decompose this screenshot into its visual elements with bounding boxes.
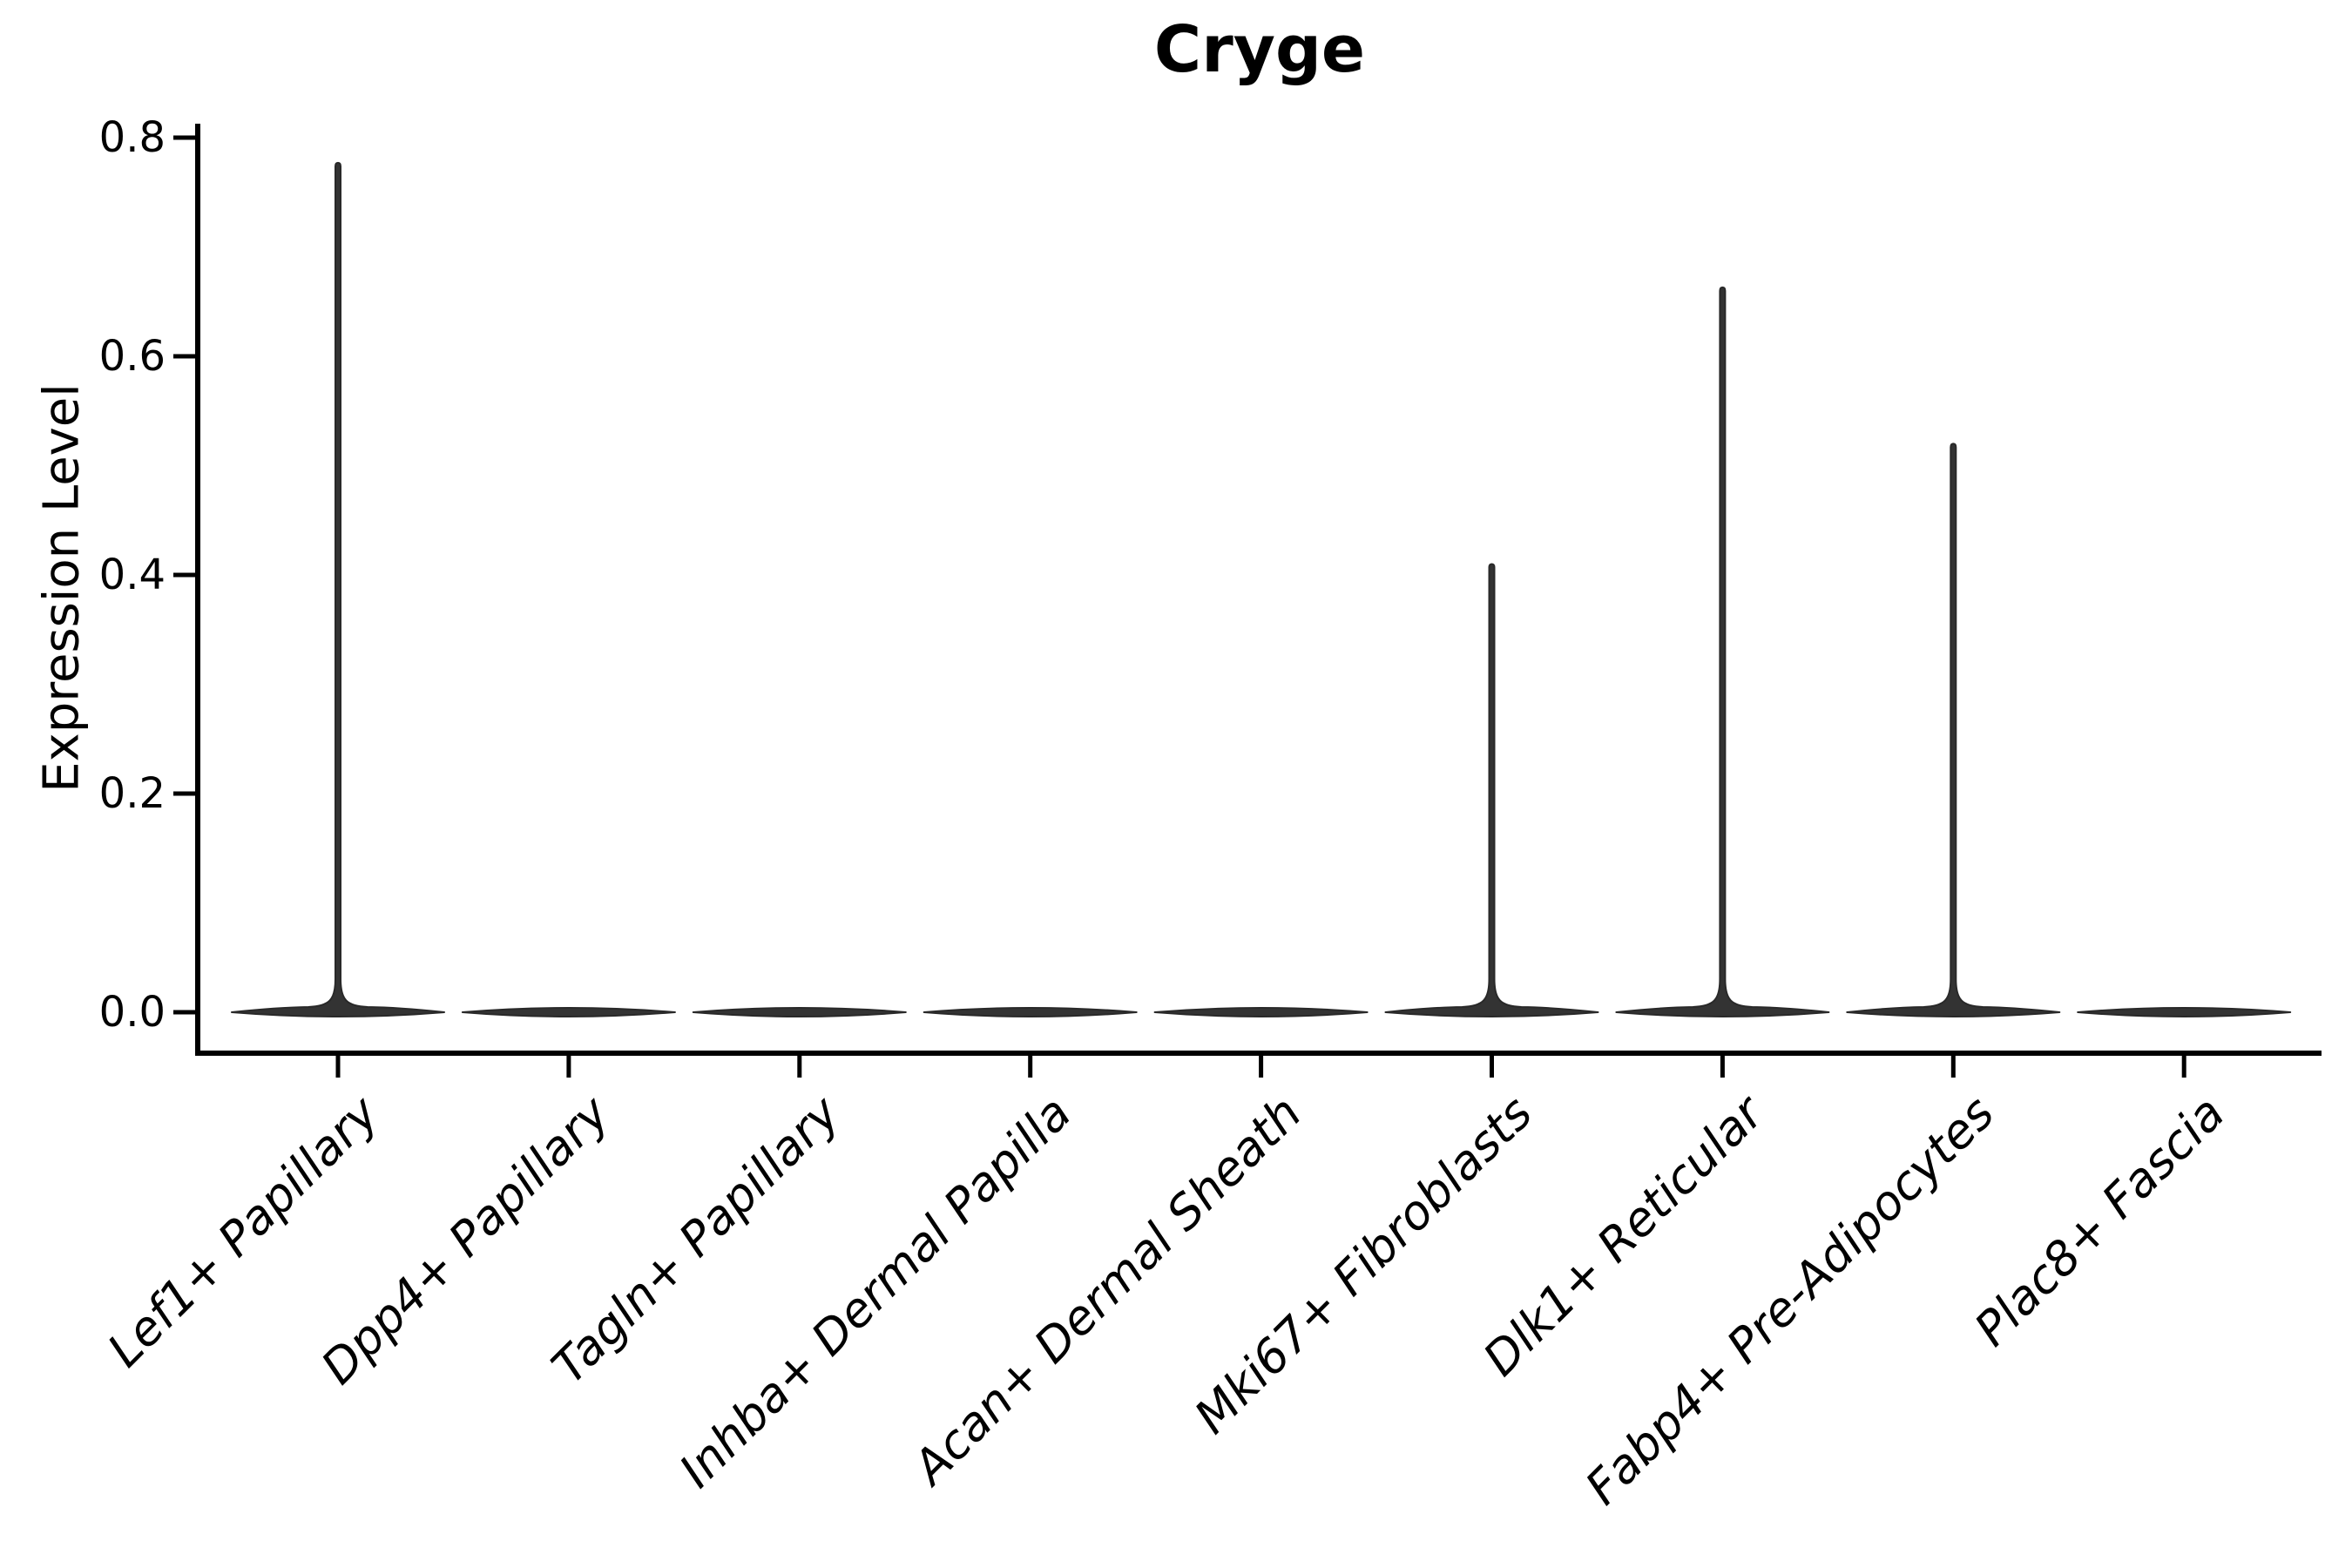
y-tick-label-0.0: 0.0 [98,988,166,1037]
chart-title: Cryge [1153,12,1366,87]
violin-mki67-fibroblasts [1384,563,1599,1017]
y-tick-label-0.8: 0.8 [98,113,166,162]
y-tick-label-0.6: 0.6 [98,332,166,381]
y-tick-label-0.4: 0.4 [98,551,166,599]
violin-acan-dermal-sheath [1153,1007,1369,1017]
violin-inhba-dermal-papilla [923,1007,1138,1017]
y-tick-label-0.2: 0.2 [98,769,166,818]
violin-plac8-fascia [2077,1007,2292,1017]
violin-tagln-papillary [692,1007,907,1017]
violin-fabp4-pre-adipocytes [1846,443,2061,1017]
violin-lef1-papillary [231,161,445,1017]
violin-dlk1-reticular [1615,286,1830,1017]
violin-dpp4-papillary [461,1007,676,1017]
